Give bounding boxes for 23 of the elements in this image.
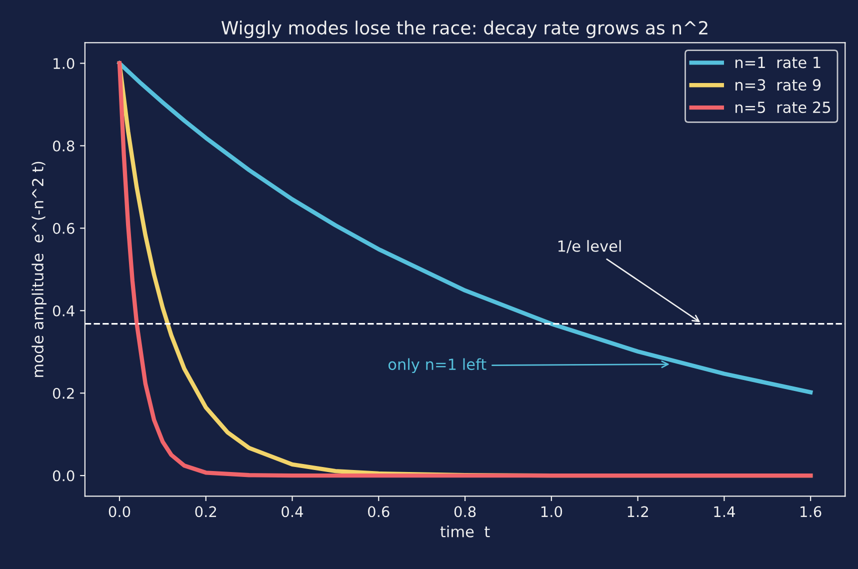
legend-label: n=3 rate 9 — [736, 79, 821, 91]
y-tick-label: 0.6 — [52, 222, 74, 234]
legend-label: n=1 rate 1 — [736, 56, 820, 68]
x-tick-label: 1.6 — [800, 506, 822, 518]
annotation: 1/e level — [558, 240, 621, 254]
legend-label: n=5 rate 25 — [736, 102, 830, 114]
x-tick-label: 1.2 — [628, 506, 648, 517]
x-axis-title: time t — [440, 526, 490, 538]
x-tick-label: 1.0 — [541, 506, 562, 518]
x-tick-label: 1.4 — [714, 506, 735, 517]
x-tick-label: 0.4 — [282, 506, 304, 518]
annotation: only n=1 left — [388, 358, 486, 374]
y-tick-label: 0.4 — [52, 305, 74, 316]
x-tick-label: 0.2 — [195, 506, 216, 518]
x-tick-label: 0.6 — [368, 506, 390, 518]
chart-title: Wiggly modes lose the race: decay rate grows as n^2 — [221, 20, 708, 38]
y-tick-label: 0.2 — [52, 388, 74, 399]
y-tick-label: 0.8 — [52, 140, 74, 152]
x-tick-label: 0.8 — [454, 506, 476, 518]
y-tick-label: 1.0 — [54, 58, 74, 70]
x-tick-label: 0.0 — [108, 506, 130, 518]
y-axis-title: mode amplitude e^(-n^2 t) — [32, 162, 46, 377]
y-tick-label: 0.0 — [52, 470, 74, 482]
